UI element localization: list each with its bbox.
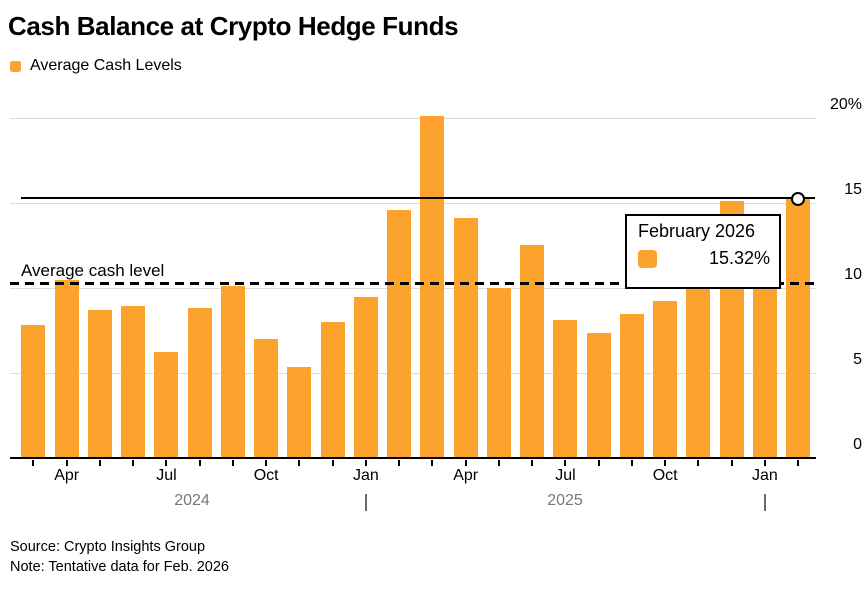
- bar-mar-2024[interactable]: [21, 325, 46, 458]
- bar-apr-2025[interactable]: [453, 218, 478, 458]
- x-axis-tick: [98, 459, 101, 466]
- bar-may-2024[interactable]: [87, 310, 112, 458]
- x-axis-label-apr-1: Apr: [54, 467, 80, 484]
- tooltip-title: February 2026: [638, 221, 756, 241]
- bar-oct-2025[interactable]: [653, 300, 678, 458]
- last-value-line: [21, 197, 815, 200]
- average-cash-level-line: [10, 282, 816, 285]
- y-axis-label-5: 5: [853, 351, 862, 368]
- x-axis-tick: [497, 459, 500, 466]
- footer: Source: Crypto Insights Group Note: Tent…: [10, 537, 229, 577]
- x-axis-tick: [697, 459, 700, 466]
- bar-sep-2025[interactable]: [619, 313, 644, 458]
- bar-aug-2025[interactable]: [586, 333, 611, 458]
- highlight-marker-icon: [790, 191, 805, 206]
- bar-nov-2025[interactable]: [686, 272, 711, 458]
- tooltip: February 2026 15.32%: [625, 214, 781, 289]
- legend-label: Average Cash Levels: [30, 57, 182, 74]
- x-axis-label-jan-22: Jan: [752, 467, 778, 484]
- data-note: Note: Tentative data for Feb. 2026: [10, 559, 229, 575]
- x-axis-label-oct-7: Oct: [253, 467, 279, 484]
- bar-aug-2024[interactable]: [187, 307, 212, 458]
- x-axis-tick: [398, 459, 401, 466]
- bar-jun-2025[interactable]: [520, 244, 545, 458]
- x-axis-label-jul-16: Jul: [555, 467, 576, 484]
- source-note: Source: Crypto Insights Group: [10, 539, 206, 555]
- x-axis-tick: [231, 459, 234, 466]
- year-label-2024: 2024: [174, 492, 210, 509]
- year-separator: [763, 494, 766, 511]
- gridline-5: [10, 372, 816, 374]
- x-axis-tick: [132, 459, 135, 466]
- x-axis-tick: [630, 459, 633, 466]
- y-axis-label-0: 0: [853, 436, 862, 453]
- bar-sep-2024[interactable]: [220, 286, 245, 458]
- bar-jan-2025[interactable]: [353, 296, 378, 458]
- gridline-15: [10, 202, 816, 204]
- gridline-10: [10, 287, 816, 289]
- bar-may-2025[interactable]: [486, 288, 511, 458]
- y-axis-label-15: 15: [844, 181, 862, 198]
- bar-mar-2025[interactable]: [420, 116, 445, 458]
- bar-jul-2024[interactable]: [154, 351, 179, 458]
- year-label-2025: 2025: [547, 492, 583, 509]
- chart-title: Cash Balance at Crypto Hedge Funds: [8, 11, 459, 41]
- bar-jun-2024[interactable]: [121, 305, 146, 458]
- x-axis-tick: [364, 459, 367, 466]
- bar-jul-2025[interactable]: [553, 320, 578, 458]
- x-axis-tick: [464, 459, 467, 466]
- x-axis-tick: [298, 459, 301, 466]
- x-axis-tick: [531, 459, 534, 466]
- x-axis-label-jul-4: Jul: [156, 467, 177, 484]
- tooltip-value: 15.32%: [708, 248, 770, 268]
- x-axis-tick: [265, 459, 268, 466]
- bar-dec-2024[interactable]: [320, 322, 345, 458]
- year-separator: [364, 494, 367, 511]
- gridline-20: [10, 117, 816, 119]
- x-axis-line: [10, 457, 816, 459]
- x-axis-tick: [32, 459, 35, 466]
- tooltip-swatch-icon: [638, 249, 657, 268]
- x-axis-tick: [165, 459, 168, 466]
- x-axis-tick: [797, 459, 800, 466]
- x-axis-label-jan-10: Jan: [353, 467, 379, 484]
- x-axis-label-oct-19: Oct: [652, 467, 678, 484]
- x-axis-tick: [664, 459, 667, 466]
- x-axis-tick: [597, 459, 600, 466]
- x-axis-tick: [65, 459, 68, 466]
- y-axis-label-10: 10: [844, 266, 862, 283]
- bar-oct-2024[interactable]: [254, 339, 279, 458]
- x-axis-tick: [431, 459, 434, 466]
- bar-feb-2026[interactable]: [786, 197, 811, 458]
- bar-nov-2024[interactable]: [287, 367, 312, 458]
- bar-feb-2025[interactable]: [387, 209, 412, 458]
- x-axis-tick: [763, 459, 766, 466]
- x-axis-label-apr-13: Apr: [453, 467, 479, 484]
- average-line-label: Average cash level: [21, 261, 165, 280]
- y-axis-label-20: 20%: [829, 96, 862, 113]
- x-axis-tick: [564, 459, 567, 466]
- x-axis-tick: [331, 459, 334, 466]
- x-axis-tick: [198, 459, 201, 466]
- legend-swatch-icon: [10, 61, 21, 72]
- x-axis-tick: [730, 459, 733, 466]
- bar-apr-2024[interactable]: [54, 280, 79, 458]
